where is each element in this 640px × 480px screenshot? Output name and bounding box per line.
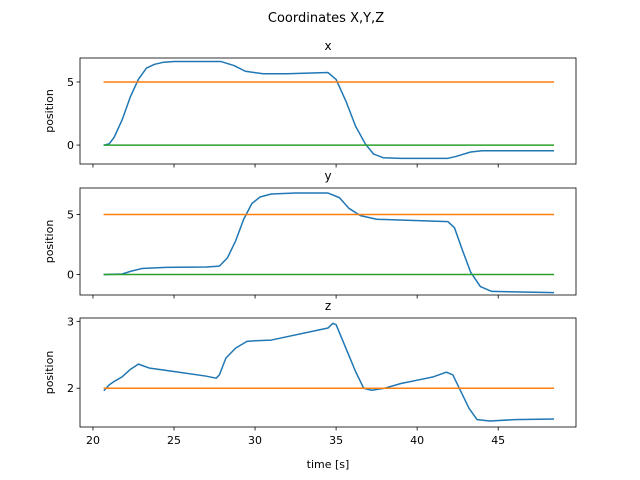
subplots: x position 0 5 y position 0 5 z position 2 3 20 25 30 3… bbox=[43, 39, 577, 447]
y-axis-label: position bbox=[43, 89, 56, 133]
plot-frame bbox=[79, 317, 577, 428]
x-tick-label: 20 bbox=[86, 434, 100, 447]
plot-frame bbox=[79, 57, 577, 165]
x-tick-label: 45 bbox=[491, 434, 505, 447]
series-line-1 bbox=[103, 322, 555, 422]
y-tick-label: 2 bbox=[67, 382, 74, 395]
series-line-1 bbox=[103, 60, 555, 160]
subplot-y: y position 0 5 bbox=[43, 169, 577, 299]
x-tick-label: 25 bbox=[167, 434, 181, 447]
x-tick-label: 30 bbox=[248, 434, 262, 447]
series-group bbox=[103, 192, 555, 294]
x-tick-label: 35 bbox=[329, 434, 343, 447]
y-tick-label: 0 bbox=[67, 139, 74, 152]
y-tick-label: 0 bbox=[67, 269, 74, 282]
x-tick-label: 40 bbox=[410, 434, 424, 447]
subplot-title: y bbox=[324, 169, 331, 183]
y-tick-label: 3 bbox=[67, 315, 74, 328]
y-tick-label: 5 bbox=[67, 76, 74, 89]
x-axis-label: time [s] bbox=[307, 458, 350, 471]
y-tick-label: 5 bbox=[67, 208, 74, 221]
chart-title: Coordinates X,Y,Z bbox=[268, 11, 384, 26]
series-group bbox=[103, 60, 555, 160]
y-axis-label: position bbox=[43, 351, 56, 395]
subplot-x: x position 0 5 bbox=[43, 39, 577, 168]
series-line-1 bbox=[103, 192, 555, 294]
y-axis-label: position bbox=[43, 220, 56, 264]
subplot-title: x bbox=[324, 39, 331, 53]
plot-frame bbox=[79, 187, 577, 296]
series-group bbox=[103, 322, 555, 422]
subplot-title: z bbox=[325, 299, 331, 313]
subplot-z: z position 2 3 20 25 30 35 40 45 bbox=[43, 299, 577, 447]
